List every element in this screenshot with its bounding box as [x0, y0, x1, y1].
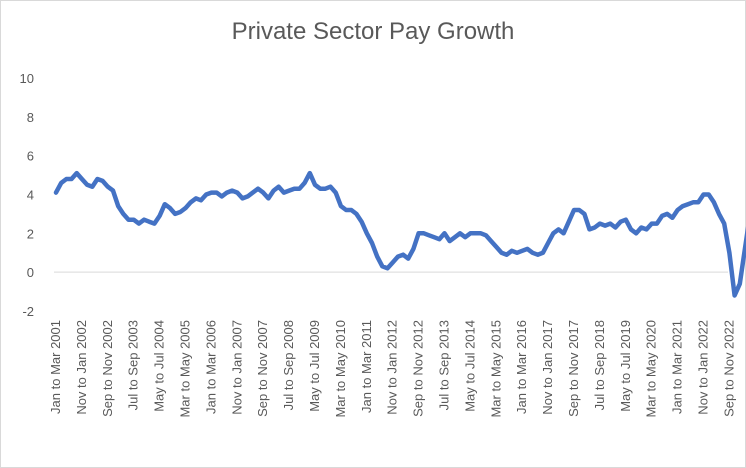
- x-tick-label: Mar to May 2005: [178, 320, 193, 418]
- x-tick-label: May to Jul 2014: [462, 320, 477, 412]
- x-tick-label: Nov to Jan 2012: [385, 320, 400, 415]
- y-tick-label: 0: [27, 265, 34, 280]
- x-tick-label: Jan to Mar 2006: [203, 320, 218, 414]
- x-tick-label: Jul to Sep 2008: [281, 320, 296, 410]
- x-tick-label: May to Jul 2009: [307, 320, 322, 412]
- x-tick-label: Nov to Jan 2002: [74, 320, 89, 415]
- x-tick-label: May to Jul 2004: [152, 320, 167, 412]
- x-tick-label: Sep to Nov 2017: [566, 320, 581, 417]
- y-tick-label: 6: [27, 149, 34, 164]
- x-tick-label: Jul to Sep 2013: [437, 320, 452, 410]
- x-tick-label: Jul to Sep 2003: [126, 320, 141, 410]
- series-line: [53, 170, 746, 298]
- y-tick-label: 10: [20, 71, 34, 86]
- x-tick-label: Mar to May 2010: [333, 320, 348, 418]
- y-axis-ticks: 10 8 6 4 2 0 -2: [20, 71, 34, 319]
- x-tick-label: May to Jul 2019: [618, 320, 633, 412]
- x-tick-label: Jan to Mar 2001: [48, 320, 63, 414]
- x-tick-label: Nov to Jan 2017: [540, 320, 555, 415]
- x-tick-label: Sep to Nov 2012: [411, 320, 426, 417]
- x-tick-label: Jul to Sep 2018: [592, 320, 607, 410]
- x-tick-label: Nov to Jan 2007: [229, 320, 244, 415]
- x-axis-ticks: Jan to Mar 2001 Nov to Jan 2002 Sep to Nov…: [48, 320, 736, 418]
- x-tick-label: Mar to May 2015: [488, 320, 503, 418]
- y-tick-label: -2: [22, 304, 34, 319]
- x-tick-label: Mar to May 2020: [644, 320, 659, 418]
- x-tick-label: Sep to Nov 2007: [255, 320, 270, 417]
- x-tick-label: Sep to Nov 2002: [100, 320, 115, 417]
- x-tick-label: Jan to Mar 2021: [670, 320, 685, 414]
- x-tick-label: Jan to Mar 2016: [514, 320, 529, 414]
- x-tick-label: Sep to Nov 2022: [721, 320, 736, 417]
- y-tick-label: 8: [27, 110, 34, 125]
- chart-title: Private Sector Pay Growth: [231, 18, 515, 45]
- x-tick-label: Nov to Jan 2022: [696, 320, 711, 415]
- y-tick-label: 2: [27, 226, 34, 241]
- y-tick-label: 4: [27, 188, 34, 203]
- x-tick-label: Jan to Mar 2011: [359, 320, 374, 413]
